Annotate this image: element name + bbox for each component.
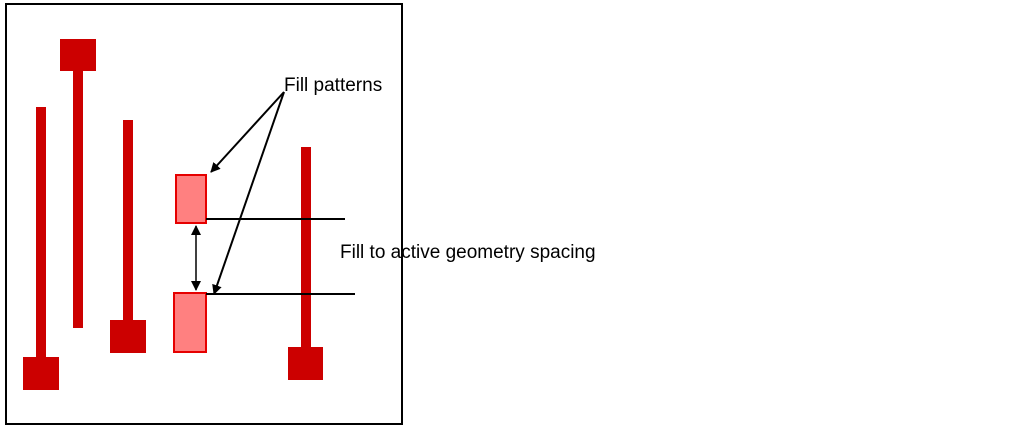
active-geometry-wire-2 (60, 39, 96, 328)
fill-pattern-lower (173, 292, 207, 353)
wire-1-pad (23, 357, 59, 390)
fill-pattern-pointer-lower (212, 91, 285, 295)
wire-1-line (36, 107, 46, 360)
active-geometry-wire-4 (288, 147, 323, 380)
wire-3-line (123, 120, 133, 323)
wire-2-pad (60, 39, 96, 71)
fill-spacing-label: Fill to active geometry spacing (340, 242, 596, 263)
fill-patterns-label: Fill patterns (284, 75, 382, 96)
wire-4-line (301, 147, 311, 350)
wire-4-pad (288, 347, 323, 380)
diagram-frame (5, 3, 403, 425)
wire-3-pad (110, 320, 146, 353)
fill-pattern-upper (175, 174, 207, 224)
wire-2-line (73, 68, 83, 328)
active-geometry-wire-1 (23, 107, 59, 390)
fill-pattern-pointer-upper (210, 91, 285, 173)
active-geometry-wire-3 (110, 120, 146, 353)
